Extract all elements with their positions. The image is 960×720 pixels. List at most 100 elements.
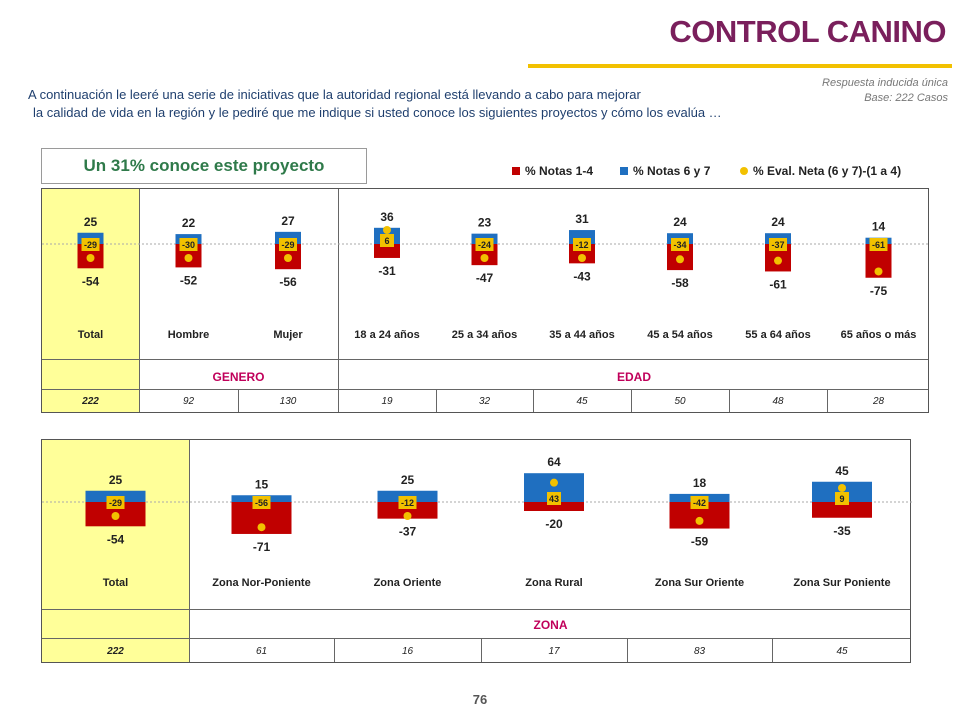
note-line-1: Respuesta inducida única bbox=[822, 77, 948, 89]
separator-line bbox=[42, 638, 910, 639]
legend-swatch-positive bbox=[620, 167, 628, 175]
net-value-label: 9 bbox=[839, 494, 844, 504]
net-value-label: -29 bbox=[84, 240, 97, 250]
category-label: 35 a 44 años bbox=[549, 329, 615, 341]
bar-negative bbox=[524, 502, 584, 511]
label-positive: 27 bbox=[281, 214, 295, 228]
net-value-label: -56 bbox=[255, 498, 268, 508]
sample-note: Respuesta inducida única Base: 222 Casos bbox=[822, 76, 948, 106]
net-marker bbox=[480, 254, 489, 262]
net-value-box bbox=[81, 238, 100, 251]
legend-label-net: % Eval. Neta (6 y 7)-(1 a 4) bbox=[753, 164, 902, 178]
category-label: 45 a 54 años bbox=[647, 329, 713, 341]
label-positive: 25 bbox=[84, 215, 98, 229]
base-cell-divider bbox=[729, 389, 730, 412]
base-count: 222 bbox=[107, 646, 124, 657]
label-positive: 18 bbox=[693, 476, 707, 490]
net-value-label: -29 bbox=[109, 498, 122, 508]
base-cell-divider bbox=[772, 638, 773, 662]
base-cell-divider bbox=[238, 389, 239, 412]
net-value-label: -29 bbox=[281, 240, 294, 250]
column-divider bbox=[139, 189, 140, 412]
net-value-box bbox=[279, 238, 297, 251]
bar-negative bbox=[812, 502, 872, 518]
label-negative: -35 bbox=[833, 524, 851, 538]
group-label: EDAD bbox=[616, 370, 652, 384]
base-count: 61 bbox=[255, 646, 268, 657]
label-negative: -61 bbox=[769, 277, 787, 291]
label-positive: 14 bbox=[872, 220, 886, 234]
base-cell-divider bbox=[481, 638, 482, 662]
intro-line-1: A continuación le leeré una serie de ini… bbox=[28, 87, 641, 102]
label-negative: -52 bbox=[180, 273, 198, 287]
label-negative: -75 bbox=[870, 284, 888, 298]
base-count: 92 bbox=[182, 396, 195, 407]
intro-line-2: la calidad de vida en la región y le ped… bbox=[33, 105, 722, 120]
net-marker bbox=[774, 256, 782, 265]
separator-line bbox=[42, 359, 928, 360]
intro-text: A continuación le leeré una serie de ini… bbox=[28, 86, 722, 122]
label-negative: -56 bbox=[279, 275, 297, 289]
legend-swatch-negative bbox=[512, 167, 520, 175]
net-value-label: 43 bbox=[549, 494, 559, 504]
net-value-box bbox=[869, 238, 888, 251]
label-positive: 25 bbox=[401, 473, 415, 487]
label-positive: 15 bbox=[255, 477, 269, 491]
base-count: 50 bbox=[674, 396, 686, 407]
base-cell-divider bbox=[631, 389, 632, 412]
column-divider bbox=[189, 440, 190, 662]
net-value-box bbox=[106, 496, 125, 509]
separator-line bbox=[42, 609, 910, 610]
base-cell-divider bbox=[827, 389, 828, 412]
label-negative: -31 bbox=[378, 264, 396, 278]
net-marker bbox=[874, 267, 883, 276]
base-cell-divider bbox=[334, 638, 335, 662]
net-value-box bbox=[547, 492, 561, 505]
net-value-label: -42 bbox=[693, 498, 706, 508]
net-value-label: -12 bbox=[575, 240, 588, 250]
legend-item-positive: % Notas 6 y 7 bbox=[620, 164, 710, 178]
net-value-label: -61 bbox=[872, 240, 885, 250]
net-value-label: -12 bbox=[401, 498, 414, 508]
net-marker bbox=[111, 512, 120, 520]
legend-item-net: % Eval. Neta (6 y 7)-(1 a 4) bbox=[740, 164, 901, 178]
label-negative: -54 bbox=[82, 274, 100, 288]
net-marker bbox=[383, 226, 391, 234]
total-column-highlight bbox=[42, 189, 139, 412]
label-negative: -71 bbox=[253, 540, 271, 554]
category-label: 55 a 64 años bbox=[745, 329, 811, 341]
label-negative: -58 bbox=[671, 276, 689, 290]
base-count: 222 bbox=[82, 396, 99, 407]
net-value-label: -30 bbox=[182, 240, 195, 250]
legend-label-negative: % Notas 1-4 bbox=[525, 164, 594, 178]
net-marker bbox=[578, 254, 586, 262]
category-label: Zona Sur Oriente bbox=[654, 577, 745, 589]
base-cell-divider bbox=[533, 389, 534, 412]
base-count: 48 bbox=[772, 396, 784, 407]
net-value-box bbox=[179, 238, 198, 251]
net-value-box bbox=[398, 496, 417, 509]
label-negative: -20 bbox=[545, 517, 563, 531]
legend-label-positive: % Notas 6 y 7 bbox=[633, 164, 711, 178]
group-label: ZONA bbox=[533, 618, 568, 632]
base-count: 17 bbox=[548, 646, 560, 657]
category-label: Zona Oriente bbox=[373, 577, 442, 589]
chart-panel-zona: 25 -54 -29 15 -71 -56 25 -37 -12 64 -20 43 18 -59 -42 4… bbox=[41, 439, 912, 663]
net-value-label: 6 bbox=[384, 236, 389, 246]
label-negative: -43 bbox=[573, 269, 591, 283]
category-label: Zona Nor-Poniente bbox=[212, 577, 311, 589]
base-cell-divider bbox=[189, 638, 190, 662]
bar-negative bbox=[374, 244, 400, 258]
base-cell-divider bbox=[139, 389, 140, 412]
base-cell-divider bbox=[436, 389, 437, 412]
base-cell-divider bbox=[627, 638, 628, 662]
base-count: 32 bbox=[478, 396, 491, 407]
net-marker bbox=[676, 255, 684, 264]
net-value-label: -24 bbox=[478, 240, 491, 250]
net-value-label: -37 bbox=[771, 240, 784, 250]
label-positive: 23 bbox=[478, 216, 492, 230]
net-value-box bbox=[573, 238, 591, 251]
label-positive: 25 bbox=[109, 473, 123, 487]
title-underline bbox=[528, 64, 952, 68]
net-value-box bbox=[835, 492, 849, 505]
